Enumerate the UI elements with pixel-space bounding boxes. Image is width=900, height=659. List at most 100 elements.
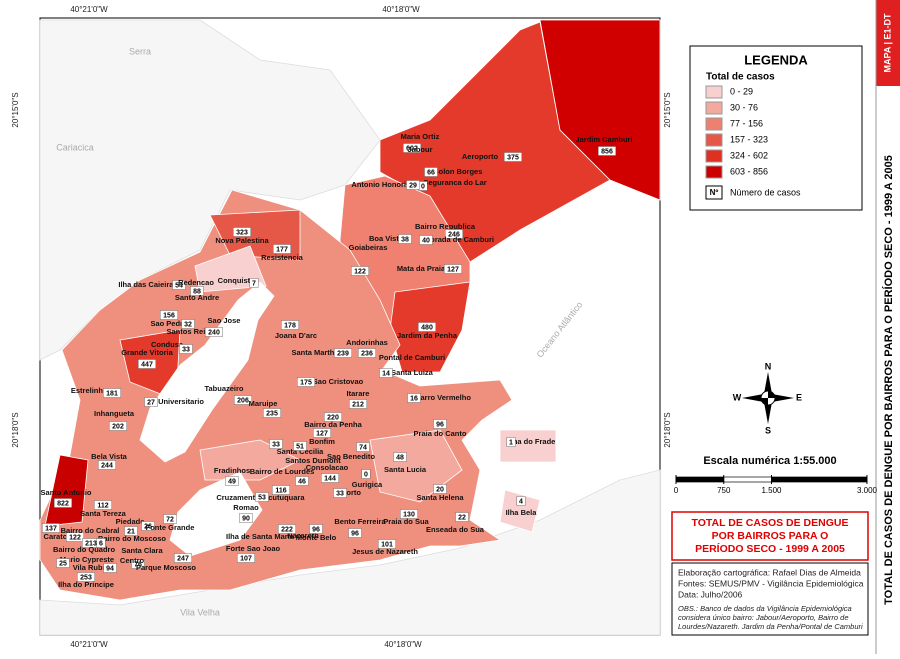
neighborhood-name: Resistencia [261,253,304,262]
case-box [54,498,72,508]
case-count: 54 [175,282,183,289]
case-count: 72 [166,516,174,523]
case-count: 122 [69,534,81,541]
case-count: 76 [134,561,142,568]
case-box [358,348,376,358]
case-count: 38 [401,236,409,243]
case-box [351,266,369,276]
case-box [94,500,112,510]
case-box [378,539,396,549]
credits-box [671,562,869,636]
neighborhood-name: Jardim da Penha [397,331,458,340]
case-box [144,397,158,407]
case-count: 96 [312,526,320,533]
neighborhood-name: Bairro da Penha [304,420,362,429]
case-count: 127 [316,430,328,437]
case-box [96,538,106,548]
case-box [77,572,95,582]
case-count: 602 [406,145,418,152]
case-count: 181 [106,390,118,397]
case-count: 144 [324,475,336,482]
case-count: 27 [147,399,155,406]
case-box [109,421,127,431]
case-box [313,428,331,438]
case-count: 447 [141,361,153,368]
neighborhood-name: Barro Vermelho [415,393,471,402]
case-box [205,327,223,337]
legend-label: 603 - 856 [730,166,768,176]
case-count: 96 [351,530,359,537]
obs-line: OBS.: Banco de dados da Vigilância Epide… [678,604,852,613]
case-box [179,344,193,354]
neighborhood-name: Sao Jose [208,316,241,325]
neighborhood-name: Consolacao [306,463,349,472]
neighborhood-name: Bonfim [309,437,335,446]
neighborhood-name: Bairro do Moscoso [98,534,166,543]
case-box [321,473,339,483]
case-box [400,509,418,519]
neighborhood-name: Joana D'arc [275,331,317,340]
case-count: 222 [281,526,293,533]
case-count: 156 [163,312,175,319]
case-box [407,393,421,403]
compass-w: W [733,392,742,402]
case-box [163,514,177,524]
case-count: 51 [296,443,304,450]
neighborhood-name: Caratoira [44,532,78,541]
neighborhood-name: Seguranca do Lar [423,178,486,187]
surrounding-land [39,19,381,361]
case-count: 90 [242,515,250,522]
case-box [181,319,195,329]
case-count: 127 [447,266,459,273]
map-title: PERÍODO SECO - 1999 A 2005 [695,542,845,555]
neighborhood-name: Andorinhas [346,338,388,347]
case-box [406,180,420,190]
neighborhood-name: Mario Cypreste [60,555,114,564]
neighborhood-name: Gurigica [352,480,383,489]
legend-symbol [705,185,723,200]
scale-segment [723,476,772,483]
case-count: 247 [177,555,189,562]
neighborhood-name: Romao [233,503,259,512]
case-box [225,476,239,486]
legend-subtitle: Total de casos [706,72,775,83]
case-count: 213 [85,540,97,547]
neighborhood-name: Sao Pedro [150,319,188,328]
district [499,489,541,533]
neighborhood-name: Sao Cristovao [313,377,364,386]
scale-label: 750 [717,486,731,495]
coordinate-label: 20°18'0"S [11,412,20,447]
neighborhood-name: Piedade [116,517,145,526]
legend-label: 30 - 76 [730,102,758,112]
neighborhood-name: Cruzamento [216,493,260,502]
case-box [249,278,259,288]
credit-line: Data: Julho/2006 [678,589,743,599]
case-count: 74 [359,444,367,451]
case-box [433,419,447,429]
case-count: 88 [193,288,201,295]
case-count: 49 [228,478,236,485]
case-count: 202 [112,423,124,430]
legend-swatch [705,101,723,115]
neighborhood-name: Monte Belo [296,533,337,542]
coordinate-label: 40°21'0"W [70,5,108,14]
compass-s: S [765,425,771,435]
coordinate-label: 20°15'0"S [11,92,20,127]
scale-segment [675,476,725,483]
credit-line: Fontes: SEMUS/PMV - Vigilância Epidemiol… [678,578,864,588]
case-count: 480 [421,324,433,331]
map-title: POR BAIRROS PARA O [712,530,829,542]
case-box [419,235,433,245]
case-count: 40 [422,237,430,244]
neighborhood-name: Ilha de Santa Maria [226,532,295,541]
obs-line: Lourdes/Nazareth. Jardim da Penha/Pontal… [678,622,863,631]
case-count: 33 [336,490,344,497]
neighborhood-name: Itarare [347,389,370,398]
case-box [66,532,84,542]
legend-swatch [705,133,723,147]
case-count: 116 [275,487,286,494]
case-count: 94 [106,565,114,572]
neighborhood-name: Antonio Honorio [351,180,411,189]
